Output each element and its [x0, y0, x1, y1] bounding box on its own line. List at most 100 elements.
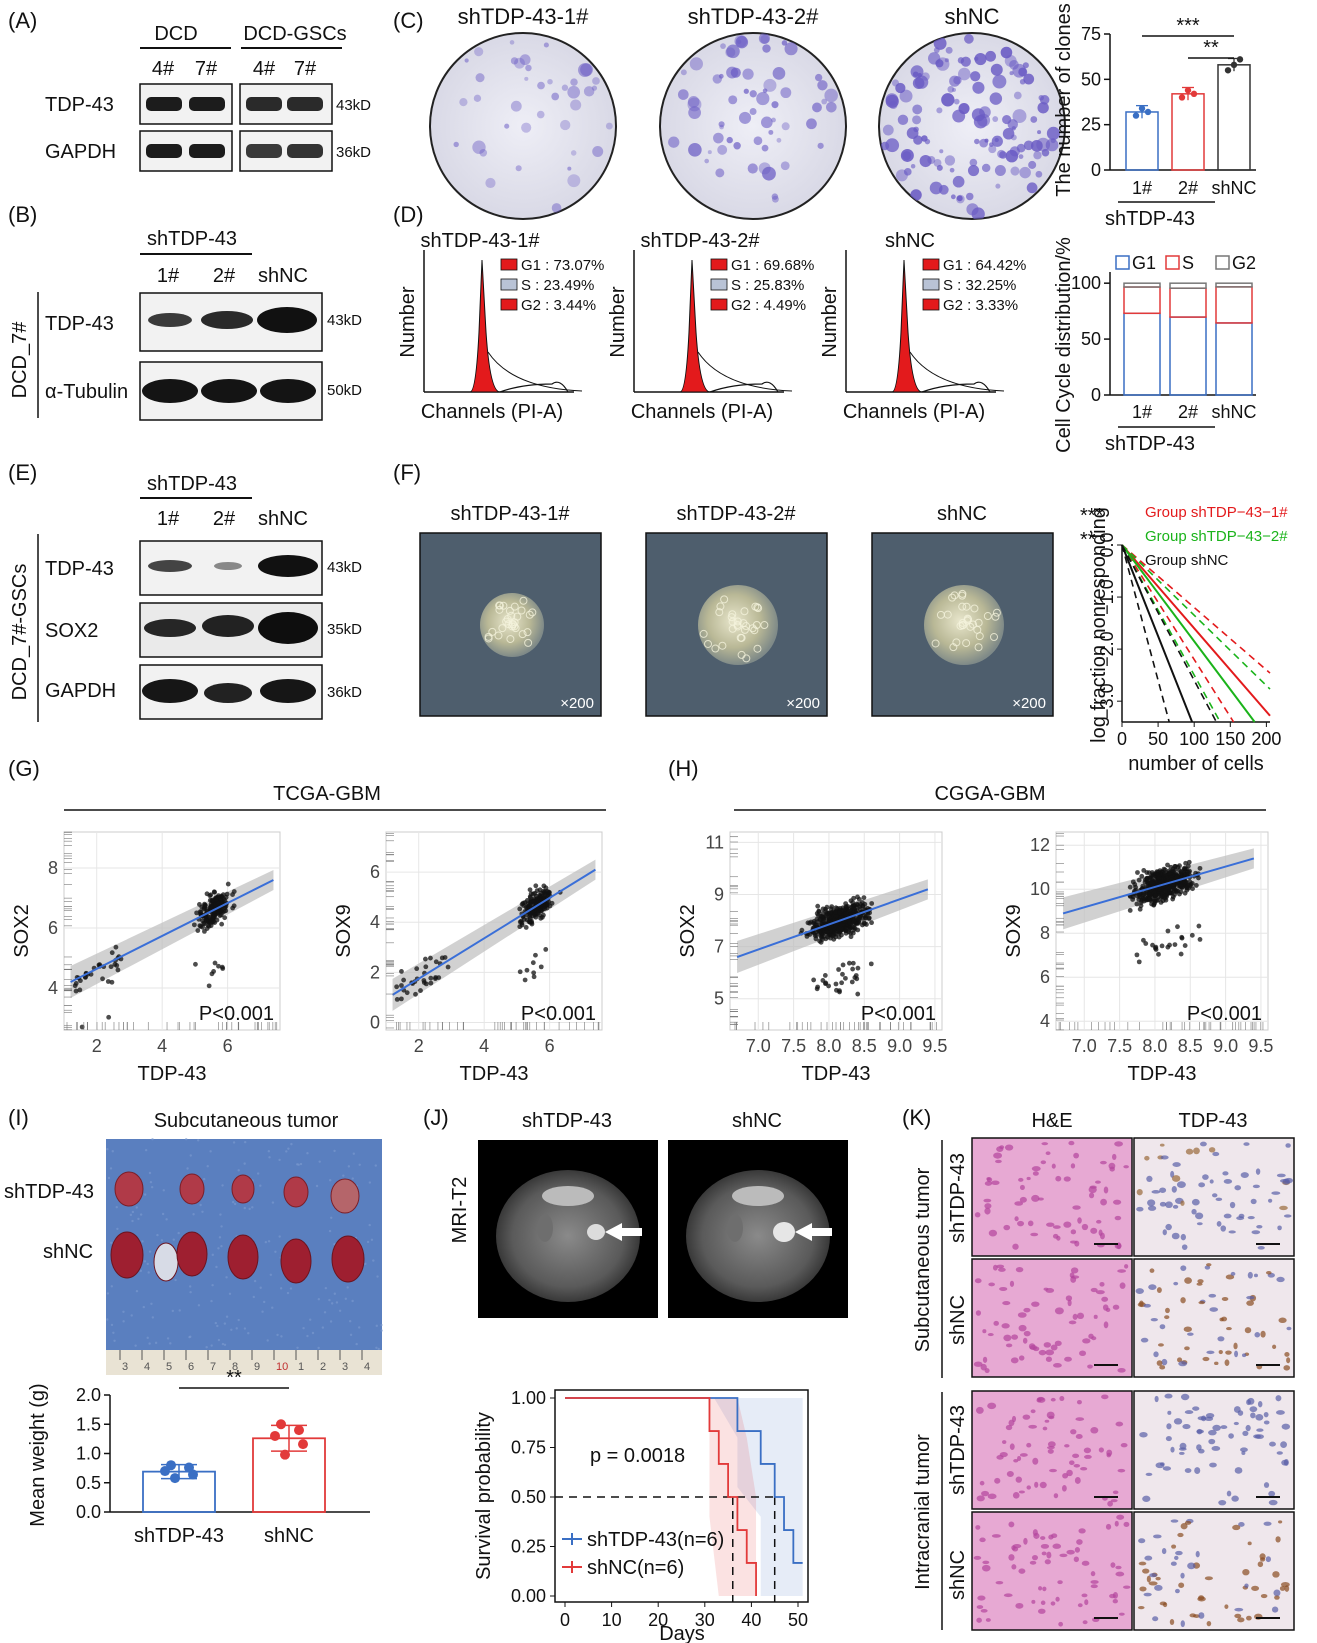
- cgga-sox9-ytick-1: 6: [1040, 967, 1050, 987]
- blot-b-marker-2: 50kD: [327, 382, 362, 399]
- blot-a-lane-2: 7#: [195, 58, 218, 80]
- tumor-photo: 3 4 5 6 7 8 9 10 1 2 3 4: [106, 1137, 383, 1375]
- elda-legend-0: Group shTDP−43−1#: [1145, 504, 1288, 521]
- blot-e-marker-3: 36kD: [327, 684, 362, 701]
- colony-title-1: shTDP-43-1#: [458, 4, 590, 29]
- ruler-label-2: 5: [166, 1361, 172, 1373]
- survival-xlabel: Days: [659, 1623, 705, 1643]
- clones-point: [1144, 108, 1152, 116]
- tumor-shnc-2: [176, 1231, 208, 1277]
- blot-e-marker-1: 43kD: [327, 559, 362, 576]
- tumor-shnc-0: [110, 1231, 144, 1279]
- cgga-sox2-ytick-1: 7: [714, 937, 724, 957]
- survival-ylabel: Survival probability: [473, 1412, 495, 1580]
- blot-a: DCD DCD-GSCs 4# 7# 4# 7# TDP-43 GAPDH 43…: [45, 23, 371, 172]
- cycle-bar-s-0: [1123, 286, 1161, 315]
- clones-sig-1: ***: [1176, 15, 1200, 37]
- flow-ylabel-1: Number: [607, 286, 629, 357]
- blot-e-side-label: DCD_7#-GSCs: [9, 564, 31, 701]
- survival-xtick-1: 10: [602, 1610, 622, 1630]
- cgga-sox9-ylabel: SOX9: [1003, 904, 1025, 957]
- elda-xtick-2: 100: [1179, 729, 1209, 749]
- blot-a-row-1: TDP-43: [45, 94, 114, 116]
- panel-label-e: (E): [8, 460, 37, 485]
- cycle-legend-2: G2: [1232, 253, 1256, 273]
- weight-xtick-1: shNC: [264, 1525, 314, 1547]
- panel-label-k: (K): [902, 1105, 931, 1130]
- weight-point: [294, 1425, 304, 1436]
- tcga-header: TCGA-GBM: [273, 783, 381, 805]
- elda-line-0: [1121, 544, 1271, 717]
- elda-xlabel: number of cells: [1128, 753, 1264, 775]
- cycle-xtick-0: 1#: [1132, 402, 1152, 422]
- flow-title-0: shTDP-43-1#: [421, 230, 541, 252]
- cgga-sox2-xtick-5: 9.5: [922, 1036, 947, 1056]
- panel-label-a: (A): [8, 8, 37, 33]
- flow-title-1: shTDP-43-2#: [641, 230, 761, 252]
- cycle-bar-g1-0: [1123, 312, 1161, 396]
- flow-stat-1-2: G2 : 4.49%: [731, 297, 806, 314]
- tcga-sox9-xtick-0: 2: [414, 1036, 424, 1056]
- ruler-label-8: 1: [298, 1361, 304, 1373]
- elda-ci-2-0: [1121, 544, 1170, 723]
- blot-a-lane-1: 4#: [152, 58, 175, 80]
- survival-ytick-2: 0.50: [511, 1487, 546, 1507]
- tcga-sox9-fit-line: [392, 868, 596, 996]
- blot-a-lane-4: 7#: [294, 58, 317, 80]
- panel-label-b: (B): [8, 202, 37, 227]
- cgga-sox2-xtick-3: 8.5: [852, 1036, 877, 1056]
- mri-image-2: [668, 1140, 848, 1318]
- ytick-0: 0.0: [76, 1502, 101, 1522]
- panel-label-d: (D): [393, 202, 424, 227]
- blot-b-side-label: DCD_7#: [9, 321, 31, 399]
- cgga-sox2-pval: P<0.001: [861, 1003, 936, 1025]
- weight-point: [298, 1439, 308, 1450]
- cycle-bar-s-1: [1169, 287, 1207, 318]
- scatter-tcga-sox9: 2 4 6 0 2 4 6 SOX9 TDP-43 P<0.001: [333, 831, 603, 1085]
- ihc-row-4: shNC: [947, 1550, 969, 1600]
- flow-xlabel-2: Channels (PI-A): [843, 401, 985, 423]
- cgga-sox9-ytick-0: 4: [1040, 1011, 1050, 1031]
- clones-point: [1230, 61, 1238, 69]
- tcga-sox9-ytick-1: 2: [370, 962, 380, 982]
- weight-ylabel: Mean weight (g): [27, 1383, 49, 1526]
- colony-dish-1: [429, 32, 617, 220]
- tcga-sox2-pval: P<0.001: [199, 1003, 274, 1025]
- tumor-title: Subcutaneous tumor: [154, 1110, 339, 1132]
- ihc-tile-3-1: [1133, 1511, 1295, 1631]
- flow-ylabel-2: Number: [819, 286, 841, 357]
- ihc-col-1: H&E: [1031, 1110, 1072, 1132]
- colony-title-3: shNC: [944, 4, 999, 29]
- cgga-sox9-pval: P<0.001: [1187, 1003, 1262, 1025]
- blot-e-marker-2: 35kD: [327, 621, 362, 638]
- flow-g1-peak-0: [469, 259, 501, 393]
- weight-point: [276, 1419, 286, 1430]
- blot-b-lane-3: shNC: [258, 265, 308, 287]
- survival-ytick-1: 0.25: [511, 1537, 546, 1557]
- clones-point: [1132, 112, 1140, 119]
- elda-line-2: [1121, 544, 1194, 723]
- blot-a-marker-1: 43kD: [336, 97, 371, 114]
- elda-xtick-1: 50: [1148, 729, 1168, 749]
- clones-bar-1: [1171, 93, 1205, 171]
- blot-b-lane-2: 2#: [213, 265, 236, 287]
- survival-ytick-3: 0.75: [511, 1438, 546, 1458]
- cycle-xtick-1: 2#: [1178, 402, 1198, 422]
- survival-frame: [554, 1389, 809, 1603]
- clones-xtick-0: 1#: [1132, 178, 1152, 198]
- elda-xtick-4: 200: [1251, 729, 1281, 749]
- elda-ylabel: log fraction nonresponding: [1088, 507, 1110, 743]
- clones-point: [1138, 105, 1146, 112]
- cgga-sox9-xlabel: TDP-43: [1128, 1063, 1197, 1085]
- panel-label-h: (H): [668, 756, 699, 781]
- ytick-0: 0: [1091, 385, 1101, 405]
- flow-histograms: shTDP-43-1# Number Channels (PI-A) G1 : 73.…: [397, 230, 1026, 423]
- tcga-sox9-pval: P<0.001: [521, 1003, 596, 1025]
- tumor-shtdp-1: [179, 1173, 205, 1205]
- mri-image-1: [478, 1140, 658, 1318]
- survival-ytick-4: 1.00: [511, 1388, 546, 1408]
- colony-title-2: shTDP-43-2#: [688, 4, 820, 29]
- elda-ytick-1: −1.0: [1097, 579, 1117, 615]
- tcga-sox2-xlabel: TDP-43: [138, 1063, 207, 1085]
- weight-point: [184, 1462, 194, 1473]
